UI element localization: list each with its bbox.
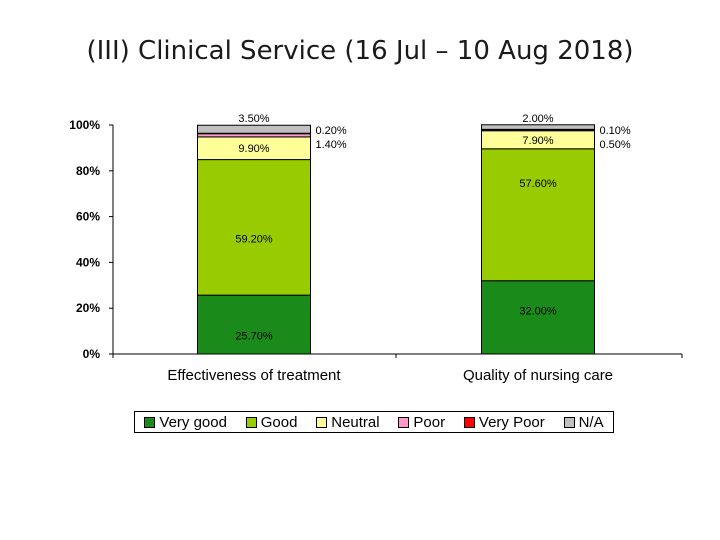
legend-label: Very Poor — [478, 413, 545, 431]
legend-swatch — [144, 416, 156, 428]
bar-segment — [481, 148, 595, 282]
legend-label: Neutral — [331, 413, 380, 431]
data-label: 0.50% — [600, 139, 631, 151]
legend-label: Very good — [159, 413, 227, 431]
data-label: 1.40% — [316, 139, 347, 151]
data-label: 3.50% — [238, 113, 269, 125]
y-tick-label: 100% — [69, 118, 100, 132]
legend-item: N/A — [563, 413, 604, 431]
bar-segment — [197, 294, 311, 355]
bar-segment — [197, 159, 311, 296]
legend-swatch — [245, 416, 257, 428]
y-tick-label: 0% — [83, 347, 101, 361]
legend-label: Good — [260, 413, 298, 431]
legend-swatch — [463, 416, 475, 428]
legend-item: Very Poor — [463, 413, 545, 431]
x-category-label: Quality of nursing care — [463, 367, 613, 384]
legend-label: N/A — [578, 413, 604, 431]
legend-label: Poor — [413, 413, 446, 431]
legend-item: Very good — [144, 414, 227, 431]
legend-item: Good — [245, 413, 298, 431]
slide-title: (III) Clinical Service (16 Jul – 10 Aug … — [86, 36, 634, 66]
data-label: 59.20% — [235, 233, 273, 245]
y-tick-label: 40% — [76, 255, 100, 269]
legend-swatch — [563, 416, 575, 428]
legend-swatch — [316, 416, 328, 428]
bar-segment — [481, 280, 595, 355]
data-label: 7.90% — [522, 135, 553, 147]
chart-bars — [197, 124, 595, 355]
data-label: 9.90% — [238, 143, 269, 155]
legend-swatch — [398, 416, 410, 428]
chart-axes: 0% 20% 40% 60% 80% 100% Effectiveness of treat… — [69, 118, 683, 384]
y-tick-label: 80% — [76, 164, 100, 178]
chart-data-labels: 25.70% 59.20% 9.90% 3.50% 0.20% 1.40% 32.00% 57… — [235, 113, 631, 343]
y-tick-label: 60% — [76, 210, 100, 224]
data-label: 0.10% — [600, 125, 631, 137]
stacked-bar-chart: 0% 20% 40% 60% 80% 100% Effectiveness of treat… — [69, 113, 683, 384]
data-label: 32.00% — [519, 305, 557, 317]
data-label: 2.00% — [522, 113, 553, 125]
chart-legend: Very good Good Neutral Poor Very Poor N/A — [134, 411, 614, 433]
y-tick-label: 20% — [76, 301, 100, 315]
legend-item: Poor — [398, 414, 445, 431]
x-category-label: Effectiveness of treatment — [167, 367, 341, 384]
data-label: 57.60% — [519, 178, 557, 190]
bar-segment — [481, 124, 595, 130]
bar-segment — [197, 124, 311, 134]
data-label: 0.20% — [316, 125, 347, 137]
data-label: 25.70% — [235, 331, 273, 343]
legend-item: Neutral — [316, 413, 380, 431]
